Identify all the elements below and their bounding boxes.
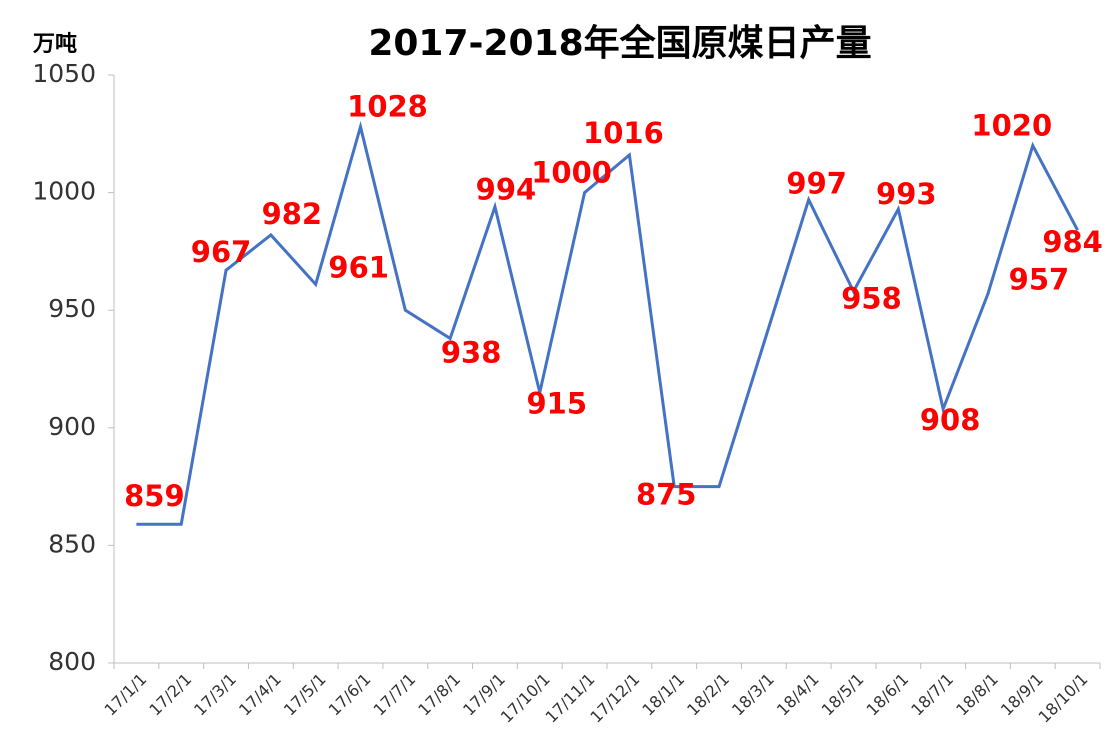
chart-title: 2017-2018年全国原煤日产量 <box>368 22 871 64</box>
data-label: 1020 <box>971 109 1052 143</box>
x-tick-label: 17/4/1 <box>235 670 285 720</box>
x-tick-label: 18/7/1 <box>907 670 957 720</box>
x-tick-label: 17/7/1 <box>369 670 419 720</box>
x-tick-label: 18/8/1 <box>952 670 1002 720</box>
data-label: 915 <box>526 387 587 421</box>
data-label: 957 <box>1009 263 1070 297</box>
data-label: 961 <box>328 250 389 284</box>
data-label: 967 <box>191 235 252 269</box>
data-label: 982 <box>262 197 323 231</box>
data-label: 984 <box>1042 225 1103 259</box>
x-tick-label: 17/2/1 <box>145 670 195 720</box>
y-tick-label: 900 <box>48 412 96 441</box>
x-tick-label: 18/6/1 <box>862 670 912 720</box>
y-axis-label: 万吨 <box>32 32 77 57</box>
x-tick-label: 17/1/1 <box>101 670 151 720</box>
x-tick-label: 17/3/1 <box>190 670 240 720</box>
data-label: 875 <box>636 478 697 512</box>
x-tick-label: 17/8/1 <box>414 670 464 720</box>
data-label: 908 <box>920 403 981 437</box>
y-tick-label: 1000 <box>32 177 96 206</box>
data-label: 997 <box>786 167 847 201</box>
x-tick-label: 17/5/1 <box>280 670 330 720</box>
data-label: 1016 <box>583 116 664 150</box>
data-label: 993 <box>876 177 937 211</box>
x-tick-label: 18/3/1 <box>728 670 778 720</box>
x-tick-label: 18/2/1 <box>683 670 733 720</box>
data-label: 859 <box>124 479 185 513</box>
data-label: 994 <box>476 173 537 207</box>
x-tick-label: 18/10/1 <box>1035 670 1092 727</box>
x-tick-label: 18/5/1 <box>818 670 868 720</box>
data-label: 1028 <box>347 90 428 124</box>
y-tick-label: 1050 <box>32 59 96 88</box>
x-tick-label: 17/12/1 <box>586 670 643 727</box>
x-tick-label: 18/1/1 <box>638 670 688 720</box>
data-label: 938 <box>441 335 502 369</box>
line-series <box>136 120 1079 526</box>
data-label: 1000 <box>531 156 612 190</box>
x-tick-label: 18/4/1 <box>773 670 823 720</box>
y-tick-label: 850 <box>48 529 96 558</box>
y-tick-label: 950 <box>48 294 96 323</box>
data-label: 958 <box>841 281 902 315</box>
y-tick-label: 800 <box>48 647 96 676</box>
x-tick-label: 17/6/1 <box>325 670 375 720</box>
